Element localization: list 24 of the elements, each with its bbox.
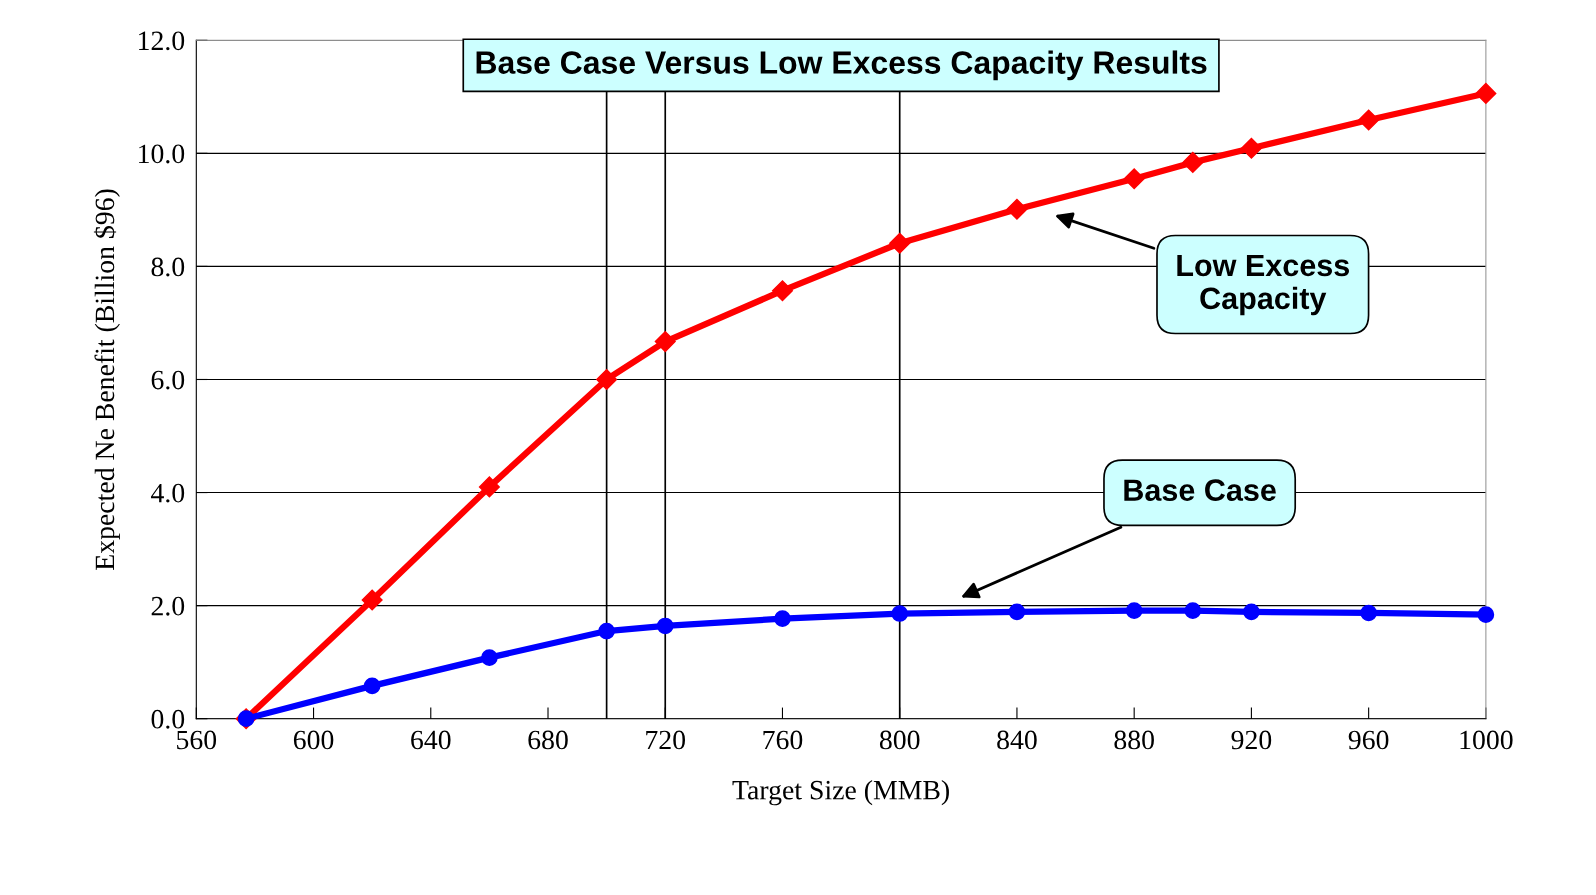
y-tick-label: 4.0 (151, 483, 185, 503)
x-tick-label: 920 (1231, 730, 1272, 750)
x-tick-label: 640 (411, 730, 451, 750)
x-tick-label: 560 (177, 730, 217, 750)
y-tick-label: 10.0 (139, 144, 185, 164)
annotation: Base Case (1124, 479, 1276, 501)
x-axis-title: Target Size (MMB) (732, 779, 949, 806)
x-tick-label: 800 (879, 730, 920, 750)
y-tick-label: 0.0 (151, 709, 185, 729)
x-tick-label: 880 (1114, 730, 1154, 750)
chart-title: Base Case Versus Low Excess Capacity Results (476, 50, 1207, 81)
y-tick-label: 12.0 (139, 31, 185, 51)
x-tick-label: 760 (763, 730, 803, 750)
x-tick-label: 840 (997, 730, 1037, 750)
y-tick-label: 2.0 (151, 596, 185, 616)
x-tick-label: 1000 (1460, 730, 1513, 750)
x-tick-label: 720 (646, 730, 686, 750)
x-tick-label: 960 (1348, 730, 1389, 750)
x-tick-label: 600 (293, 730, 334, 750)
annotation: Low Excess Capacity (1177, 254, 1349, 316)
y-tick-label: 8.0 (151, 257, 185, 277)
y-tick-label: 6.0 (151, 370, 185, 390)
y-axis-title: Expected Ne Benefit (Billion $96) (93, 189, 120, 570)
x-tick-label: 680 (528, 730, 568, 750)
